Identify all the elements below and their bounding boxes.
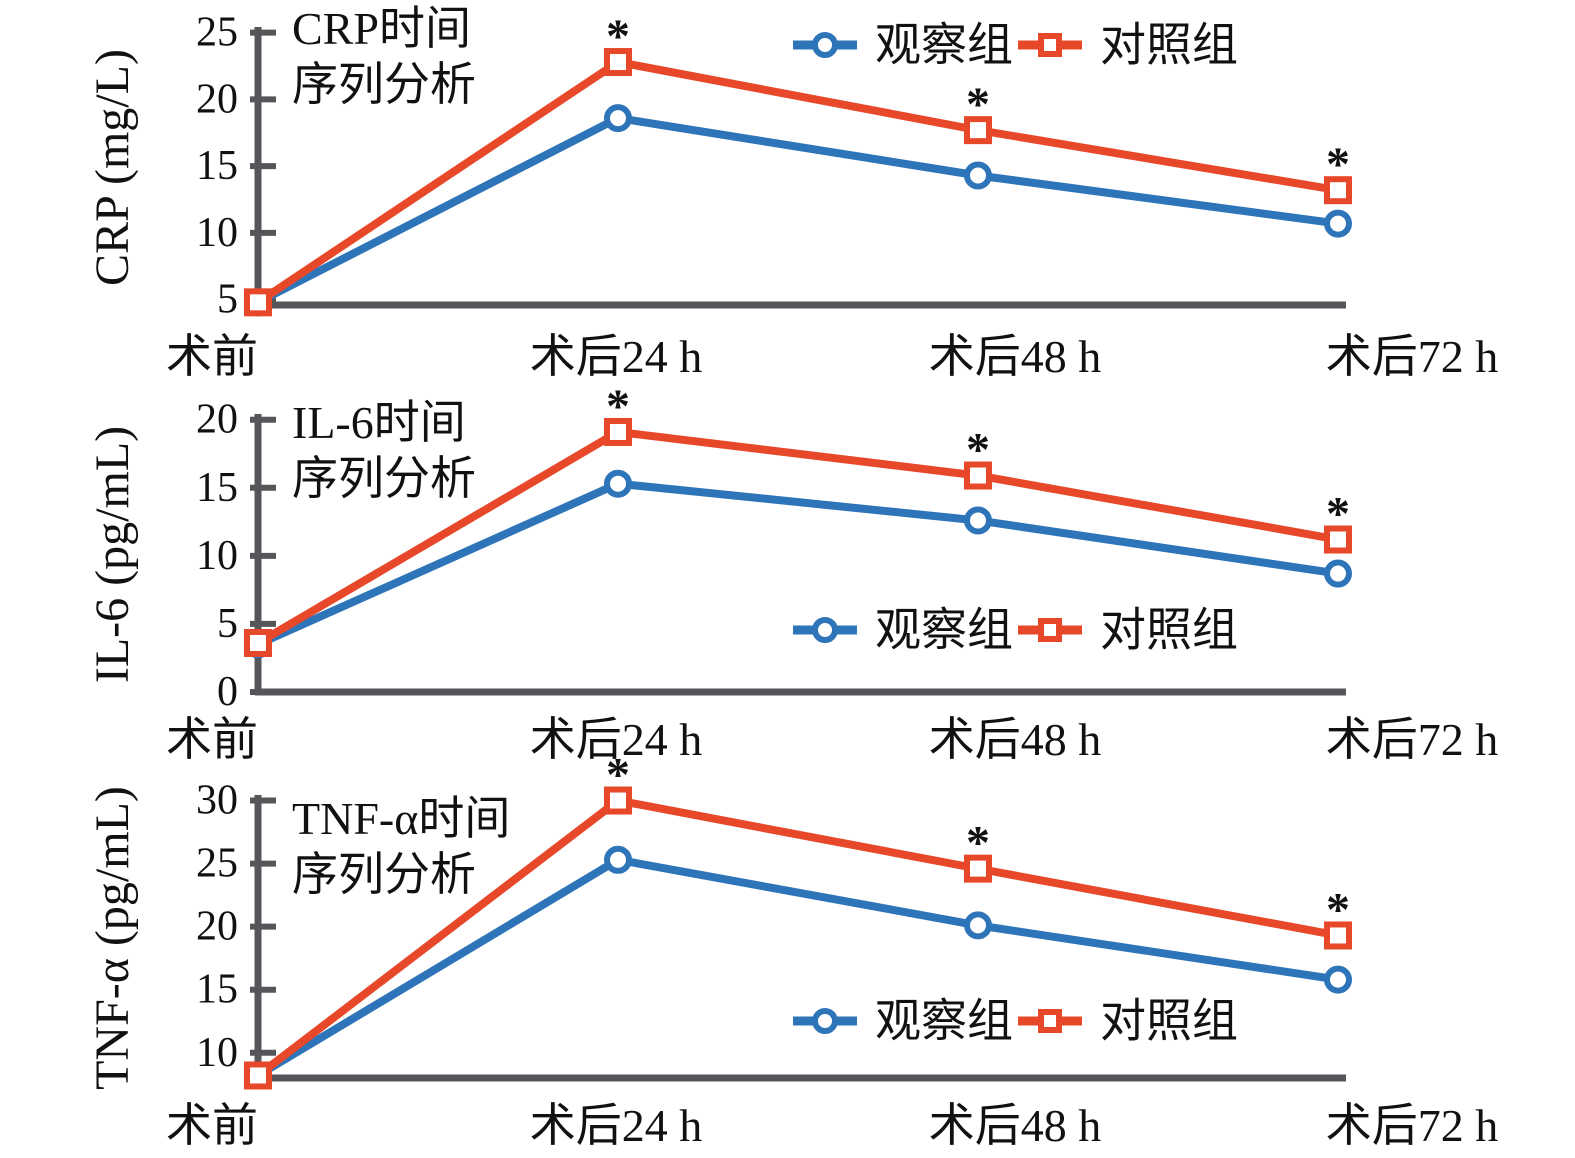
x-tick-label: 术后48 h (929, 331, 1102, 382)
x-tick-label: 术后48 h (929, 714, 1102, 765)
y-tick-label: 20 (196, 76, 238, 122)
x-tick-label: 术后24 h (530, 331, 703, 382)
control-marker (964, 854, 992, 883)
observation-marker (964, 161, 992, 190)
legend-control-label: 对照组 (1100, 996, 1238, 1047)
x-tick-label: 术后72 h (1326, 331, 1499, 382)
chart-title: CRP时间 (292, 3, 471, 54)
y-tick-label: 10 (196, 210, 238, 256)
y-tick-label: 0 (217, 669, 238, 715)
significance-asterisk: * (966, 817, 990, 870)
y-tick-label: 25 (196, 10, 238, 56)
control-marker (1324, 176, 1352, 205)
legend-control-marker (1038, 618, 1062, 642)
significance-asterisk: * (606, 10, 630, 63)
y-axis-label: TNF-α (pg/mL) (86, 786, 139, 1090)
observation-marker (604, 469, 632, 498)
legend-observation-marker (812, 1008, 838, 1034)
legend-control-marker (1038, 33, 1062, 57)
control-line (254, 58, 1342, 307)
x-tick-label: 术后72 h (1326, 714, 1499, 765)
chart-title: 序列分析 (292, 453, 476, 504)
control-marker (964, 116, 992, 145)
y-tick-label: 15 (196, 967, 238, 1013)
control-line (254, 796, 1342, 1080)
chart-title: 序列分析 (292, 849, 476, 900)
x-tick-label: 术前 (166, 714, 258, 765)
observation-marker (1324, 559, 1352, 588)
y-tick-label: 15 (196, 143, 238, 189)
observation-marker (604, 104, 632, 133)
chart-tnf-alpha: 10 15 20 25 30 TNF-α (pg/mL) TNF-α时间 序列分析 * * * 观察组… (0, 749, 1575, 1158)
control-marker (604, 786, 632, 815)
x-tick-label: 术后24 h (530, 1100, 703, 1151)
y-tick-label: 25 (196, 841, 238, 887)
observation-marker (964, 506, 992, 535)
control-marker (244, 628, 272, 657)
y-tick-label: 20 (196, 904, 238, 950)
x-tick-label: 术前 (166, 331, 258, 382)
x-tick-label: 术前 (166, 1100, 258, 1151)
legend-observation-marker (812, 32, 838, 58)
observation-marker (1324, 209, 1352, 238)
chart-title: IL-6时间 (292, 397, 466, 448)
y-tick-label: 5 (217, 601, 238, 647)
legend-observation-label: 观察组 (875, 20, 1013, 71)
chart-il6: 0 5 10 15 20 IL-6 (pg/mL) IL-6时间 序列分析 * * * 观察组 对照组术… (0, 380, 1575, 772)
y-axis-label: IL-6 (pg/mL) (86, 426, 139, 683)
observation-line (254, 479, 1342, 649)
y-tick-label: 30 (196, 778, 238, 824)
observation-marker (604, 845, 632, 874)
legend-observation-label: 观察组 (875, 996, 1013, 1047)
control-marker (604, 417, 632, 446)
y-tick-label: 10 (196, 1030, 238, 1076)
legend-control-label: 对照组 (1100, 20, 1238, 71)
chart-crp: 5 10 15 20 25 CRP (mg/L) CRP时间 序列分析 * * * 观察组 对照组术前 术… (0, 0, 1575, 386)
y-tick-label: 20 (196, 397, 238, 443)
y-tick-label: 15 (196, 465, 238, 511)
control-line (254, 427, 1342, 647)
x-tick-label: 术后72 h (1326, 1100, 1499, 1151)
observation-marker (964, 911, 992, 940)
observation-line (254, 855, 1342, 1080)
control-marker (604, 48, 632, 77)
legend-control-label: 对照组 (1100, 605, 1238, 656)
significance-asterisk: * (966, 424, 990, 477)
y-tick-label: 5 (217, 277, 238, 323)
legend-observation-label: 观察组 (875, 605, 1013, 656)
chart-title: TNF-α时间 (292, 793, 510, 844)
significance-asterisk: * (606, 749, 630, 802)
chart-title: 序列分析 (292, 59, 476, 110)
control-marker (964, 461, 992, 490)
legend-observation-marker (812, 617, 838, 643)
control-marker (1324, 525, 1352, 554)
significance-asterisk: * (1326, 488, 1350, 541)
significance-asterisk: * (966, 78, 990, 131)
control-marker (244, 1061, 272, 1090)
significance-asterisk: * (1326, 138, 1350, 191)
x-tick-label: 术后48 h (929, 1100, 1102, 1151)
control-marker (1324, 921, 1352, 950)
observation-marker (1324, 965, 1352, 994)
x-tick-label: 术后24 h (530, 714, 703, 765)
significance-asterisk: * (606, 380, 630, 433)
control-marker (244, 288, 272, 317)
significance-asterisk: * (1326, 883, 1350, 936)
y-tick-label: 10 (196, 533, 238, 579)
y-axis-label: CRP (mg/L) (86, 49, 139, 286)
observation-line (254, 114, 1342, 307)
legend-control-marker (1038, 1009, 1062, 1033)
